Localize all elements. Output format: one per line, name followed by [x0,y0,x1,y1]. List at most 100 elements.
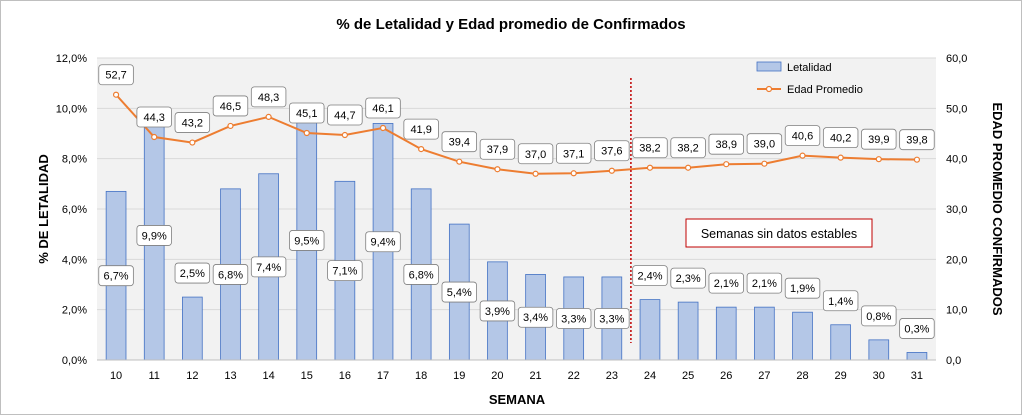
label-text: 0,8% [866,311,891,323]
label-text: 2,3% [676,273,701,285]
line-point [570,170,577,177]
line-data-label: 38,9 [708,133,744,155]
label-text: 9,9% [142,230,167,242]
x-tick-label: 31 [911,370,923,382]
legend-label: Letalidad [787,62,832,74]
label-box [174,112,211,133]
line-data-label: 37,6 [594,140,630,162]
label-text: 3,3% [599,313,624,325]
label-box [403,264,439,285]
x-tick-label: 18 [415,370,427,382]
label-box [746,133,783,155]
bar-data-label: 3,9% [479,300,516,322]
y-axis-left-label: % DE LETALIDAD [36,154,51,264]
line-point [646,164,654,171]
line-point [112,91,120,98]
x-tick-label: 12 [186,370,198,382]
label-box [632,265,668,287]
annotation-box [685,218,873,248]
label-box [594,140,630,162]
annotation-text: Semanas sin datos estables [701,227,857,241]
line-data-label: 46,5 [212,95,249,117]
bar-data-label: 5,4% [441,281,477,303]
x-tick-label: 13 [224,370,236,382]
bar-data-label: 2,1% [708,272,744,294]
line-data-label: 45,1 [289,102,325,124]
label-box [784,125,821,147]
bar [830,324,851,361]
x-axis-label: SEMANA [489,392,546,407]
y-tick-right: 50,0 [946,103,967,115]
label-box [174,262,211,284]
line-data-label: 38,2 [632,137,668,159]
line-point [151,133,158,141]
bar-data-label: 2,4% [632,265,668,287]
label-text: 44,3 [143,112,164,124]
label-text: 7,1% [332,266,357,278]
label-text: 39,4 [449,137,470,149]
label-text: 6,8% [409,269,434,281]
line-data-label: 44,3 [136,106,172,128]
x-tick-label: 19 [453,370,465,382]
label-text: 2,1% [714,278,739,290]
line-labels: 52,7 44,3 43,2 46,5 48,3 45,1 44,7 46,1 41,9 39,4… [98,64,935,165]
line-data-label: 37,1 [556,142,592,164]
x-tick-label: 23 [606,370,618,382]
label-box [98,265,134,287]
label-text: 9,5% [294,235,319,247]
bar [715,306,737,361]
y-tick-right: 40,0 [946,154,967,166]
label-box [365,231,401,253]
label-text: 40,6 [792,131,813,143]
label-box [98,64,134,86]
line-data-label: 48,3 [250,86,287,108]
bar-data-label: 7,4% [250,256,287,278]
bar-data-label: 0,8% [861,305,897,327]
label-text: 46,1 [372,103,393,115]
line-point [532,170,539,177]
label-text: 3,3% [561,313,586,325]
y-tick-left: 0,0% [62,355,87,367]
label-box [250,256,287,278]
label-box [289,102,325,124]
bar-data-label: 9,4% [365,231,401,253]
axes: 0,0% 0,0 2,0% 10,0 4,0% 20,0 6,0% 30,0 8,0% 40,0 1… [56,53,968,382]
label-box [632,137,668,159]
label-box [899,318,935,339]
line-point [685,164,692,171]
bar [792,311,813,361]
x-tick-label: 20 [491,370,503,382]
line-data-label: 39,4 [441,131,477,153]
x-tick-label: 14 [262,370,274,382]
label-text: 9,4% [370,237,395,249]
x-tick-label: 22 [568,370,580,382]
age-line [115,94,917,175]
line-data-label: 40,2 [822,127,859,149]
legend-marker [765,85,773,93]
label-text: 2,1% [752,278,777,290]
label-box [670,267,706,289]
label-box [136,225,172,246]
label-text: 44,7 [334,110,355,122]
label-box [517,143,554,165]
bar-data-label: 3,4% [517,306,554,328]
label-text: 2,5% [180,268,205,280]
x-tick-label: 27 [758,370,770,382]
label-box [403,118,439,140]
line-data-label: 44,7 [327,104,363,126]
line-data-label: 39,8 [899,129,935,151]
x-tick-label: 10 [110,370,122,382]
line-point [875,156,882,163]
label-box [861,305,897,327]
bar-data-label: 2,5% [174,262,211,284]
label-text: 45,1 [296,108,317,120]
y-tick-left: 4,0% [62,254,87,266]
bar-data-label: 7,1% [327,260,363,282]
line-point [379,124,387,132]
line-data-label: 39,9 [861,128,897,150]
y-tick-right: 60,0 [946,53,967,65]
bar-data-label: 9,5% [289,230,325,251]
label-text: 3,9% [485,306,510,318]
y-tick-left: 8,0% [62,154,87,166]
